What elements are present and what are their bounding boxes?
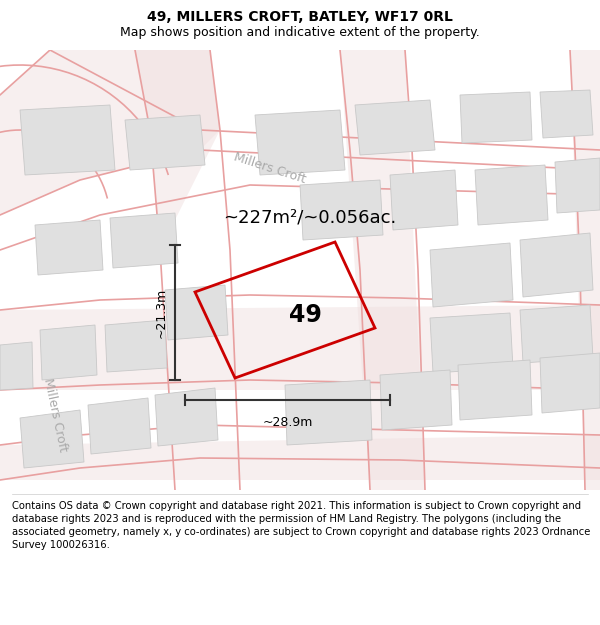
Polygon shape [35, 220, 103, 275]
Polygon shape [355, 100, 435, 155]
Text: ~227m²/~0.056ac.: ~227m²/~0.056ac. [223, 209, 397, 227]
Polygon shape [0, 50, 220, 215]
Polygon shape [540, 90, 593, 138]
Text: Contains OS data © Crown copyright and database right 2021. This information is : Contains OS data © Crown copyright and d… [12, 501, 590, 551]
Text: 49, MILLERS CROFT, BATLEY, WF17 0RL: 49, MILLERS CROFT, BATLEY, WF17 0RL [147, 10, 453, 24]
Text: ~28.9m: ~28.9m [262, 416, 313, 429]
Polygon shape [135, 50, 220, 250]
Polygon shape [520, 233, 593, 297]
Polygon shape [125, 115, 205, 170]
Polygon shape [475, 165, 548, 225]
Text: Map shows position and indicative extent of the property.: Map shows position and indicative extent… [120, 26, 480, 39]
Text: Millers Croft: Millers Croft [232, 150, 308, 186]
Polygon shape [88, 398, 151, 454]
Polygon shape [105, 320, 167, 372]
Polygon shape [0, 435, 600, 480]
Polygon shape [0, 342, 33, 390]
Polygon shape [255, 110, 345, 175]
Polygon shape [340, 50, 425, 490]
Polygon shape [155, 388, 218, 446]
Polygon shape [40, 325, 97, 380]
Polygon shape [20, 105, 115, 175]
Polygon shape [380, 370, 452, 430]
Polygon shape [165, 285, 228, 340]
Polygon shape [300, 180, 383, 240]
Polygon shape [520, 305, 593, 363]
Polygon shape [460, 92, 532, 143]
Polygon shape [555, 158, 600, 213]
Polygon shape [0, 305, 600, 390]
Polygon shape [540, 353, 600, 413]
Polygon shape [20, 410, 84, 468]
Polygon shape [430, 313, 513, 373]
Polygon shape [285, 380, 372, 445]
Polygon shape [570, 50, 600, 490]
Text: ~21.3m: ~21.3m [155, 288, 167, 338]
Text: 49: 49 [289, 303, 322, 327]
Polygon shape [390, 170, 458, 230]
Polygon shape [430, 243, 513, 307]
Text: Millers Croft: Millers Croft [41, 377, 69, 453]
Polygon shape [458, 360, 532, 420]
Polygon shape [110, 213, 178, 268]
